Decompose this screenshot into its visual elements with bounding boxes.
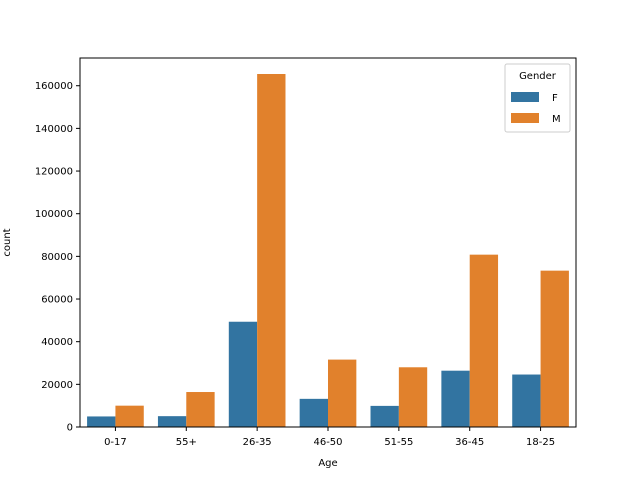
bar-18-25-M — [540, 270, 569, 427]
bar-26-35-F — [228, 321, 258, 427]
bar-46-50-M — [328, 359, 357, 427]
y-axis-label: count — [2, 228, 13, 256]
bar-51-55-M — [398, 367, 428, 427]
legend-swatch-M — [511, 113, 539, 123]
legend-label-M: M — [552, 114, 561, 125]
y-tick-label: 100000 — [35, 209, 73, 220]
bar-36-45-F — [441, 370, 470, 427]
x-tick-label: 18-25 — [526, 437, 555, 448]
x-tick-label: 0-17 — [104, 437, 127, 448]
legend-label-F: F — [552, 93, 558, 104]
legend: Gender FM — [504, 63, 571, 133]
y-tick-label: 60000 — [41, 295, 73, 306]
x-axis-label: Age — [318, 458, 337, 469]
bar-46-50-F — [299, 398, 328, 427]
bars-group — [87, 73, 569, 428]
bar-0-17-M — [115, 405, 144, 427]
bar-55+-M — [186, 392, 215, 427]
bar-55+-F — [157, 416, 187, 427]
x-tick-label: 46-50 — [313, 437, 342, 448]
legend-title: Gender — [519, 71, 557, 82]
y-tick-label: 160000 — [35, 81, 73, 92]
y-ticks-group: 0 20000 40000 60000 80000 100000 120000 140000 1… — [35, 81, 80, 434]
y-tick-label: 0 — [67, 423, 73, 434]
bar-18-25-F — [512, 374, 541, 427]
bar-51-55-F — [370, 405, 399, 427]
plot-frame — [79, 57, 577, 428]
x-tick-label: 51-55 — [384, 437, 413, 448]
y-tick-label: 40000 — [41, 337, 73, 348]
x-tick-label: 55+ — [176, 437, 197, 448]
y-tick-label: 120000 — [35, 167, 73, 178]
y-tick-label: 140000 — [35, 124, 73, 135]
bar-0-17-F — [87, 416, 116, 427]
legend-swatch-F — [511, 92, 539, 102]
y-tick-label: 20000 — [41, 380, 73, 391]
x-tick-label: 26-35 — [243, 437, 272, 448]
bar-36-45-M — [469, 254, 499, 427]
x-tick-label: 36-45 — [455, 437, 484, 448]
x-ticks-group: 0-17 55+ 26-35 46-50 51-55 36-45 18-25 — [104, 427, 555, 448]
y-tick-label: 80000 — [41, 252, 73, 263]
bar-26-35-M — [257, 73, 286, 428]
